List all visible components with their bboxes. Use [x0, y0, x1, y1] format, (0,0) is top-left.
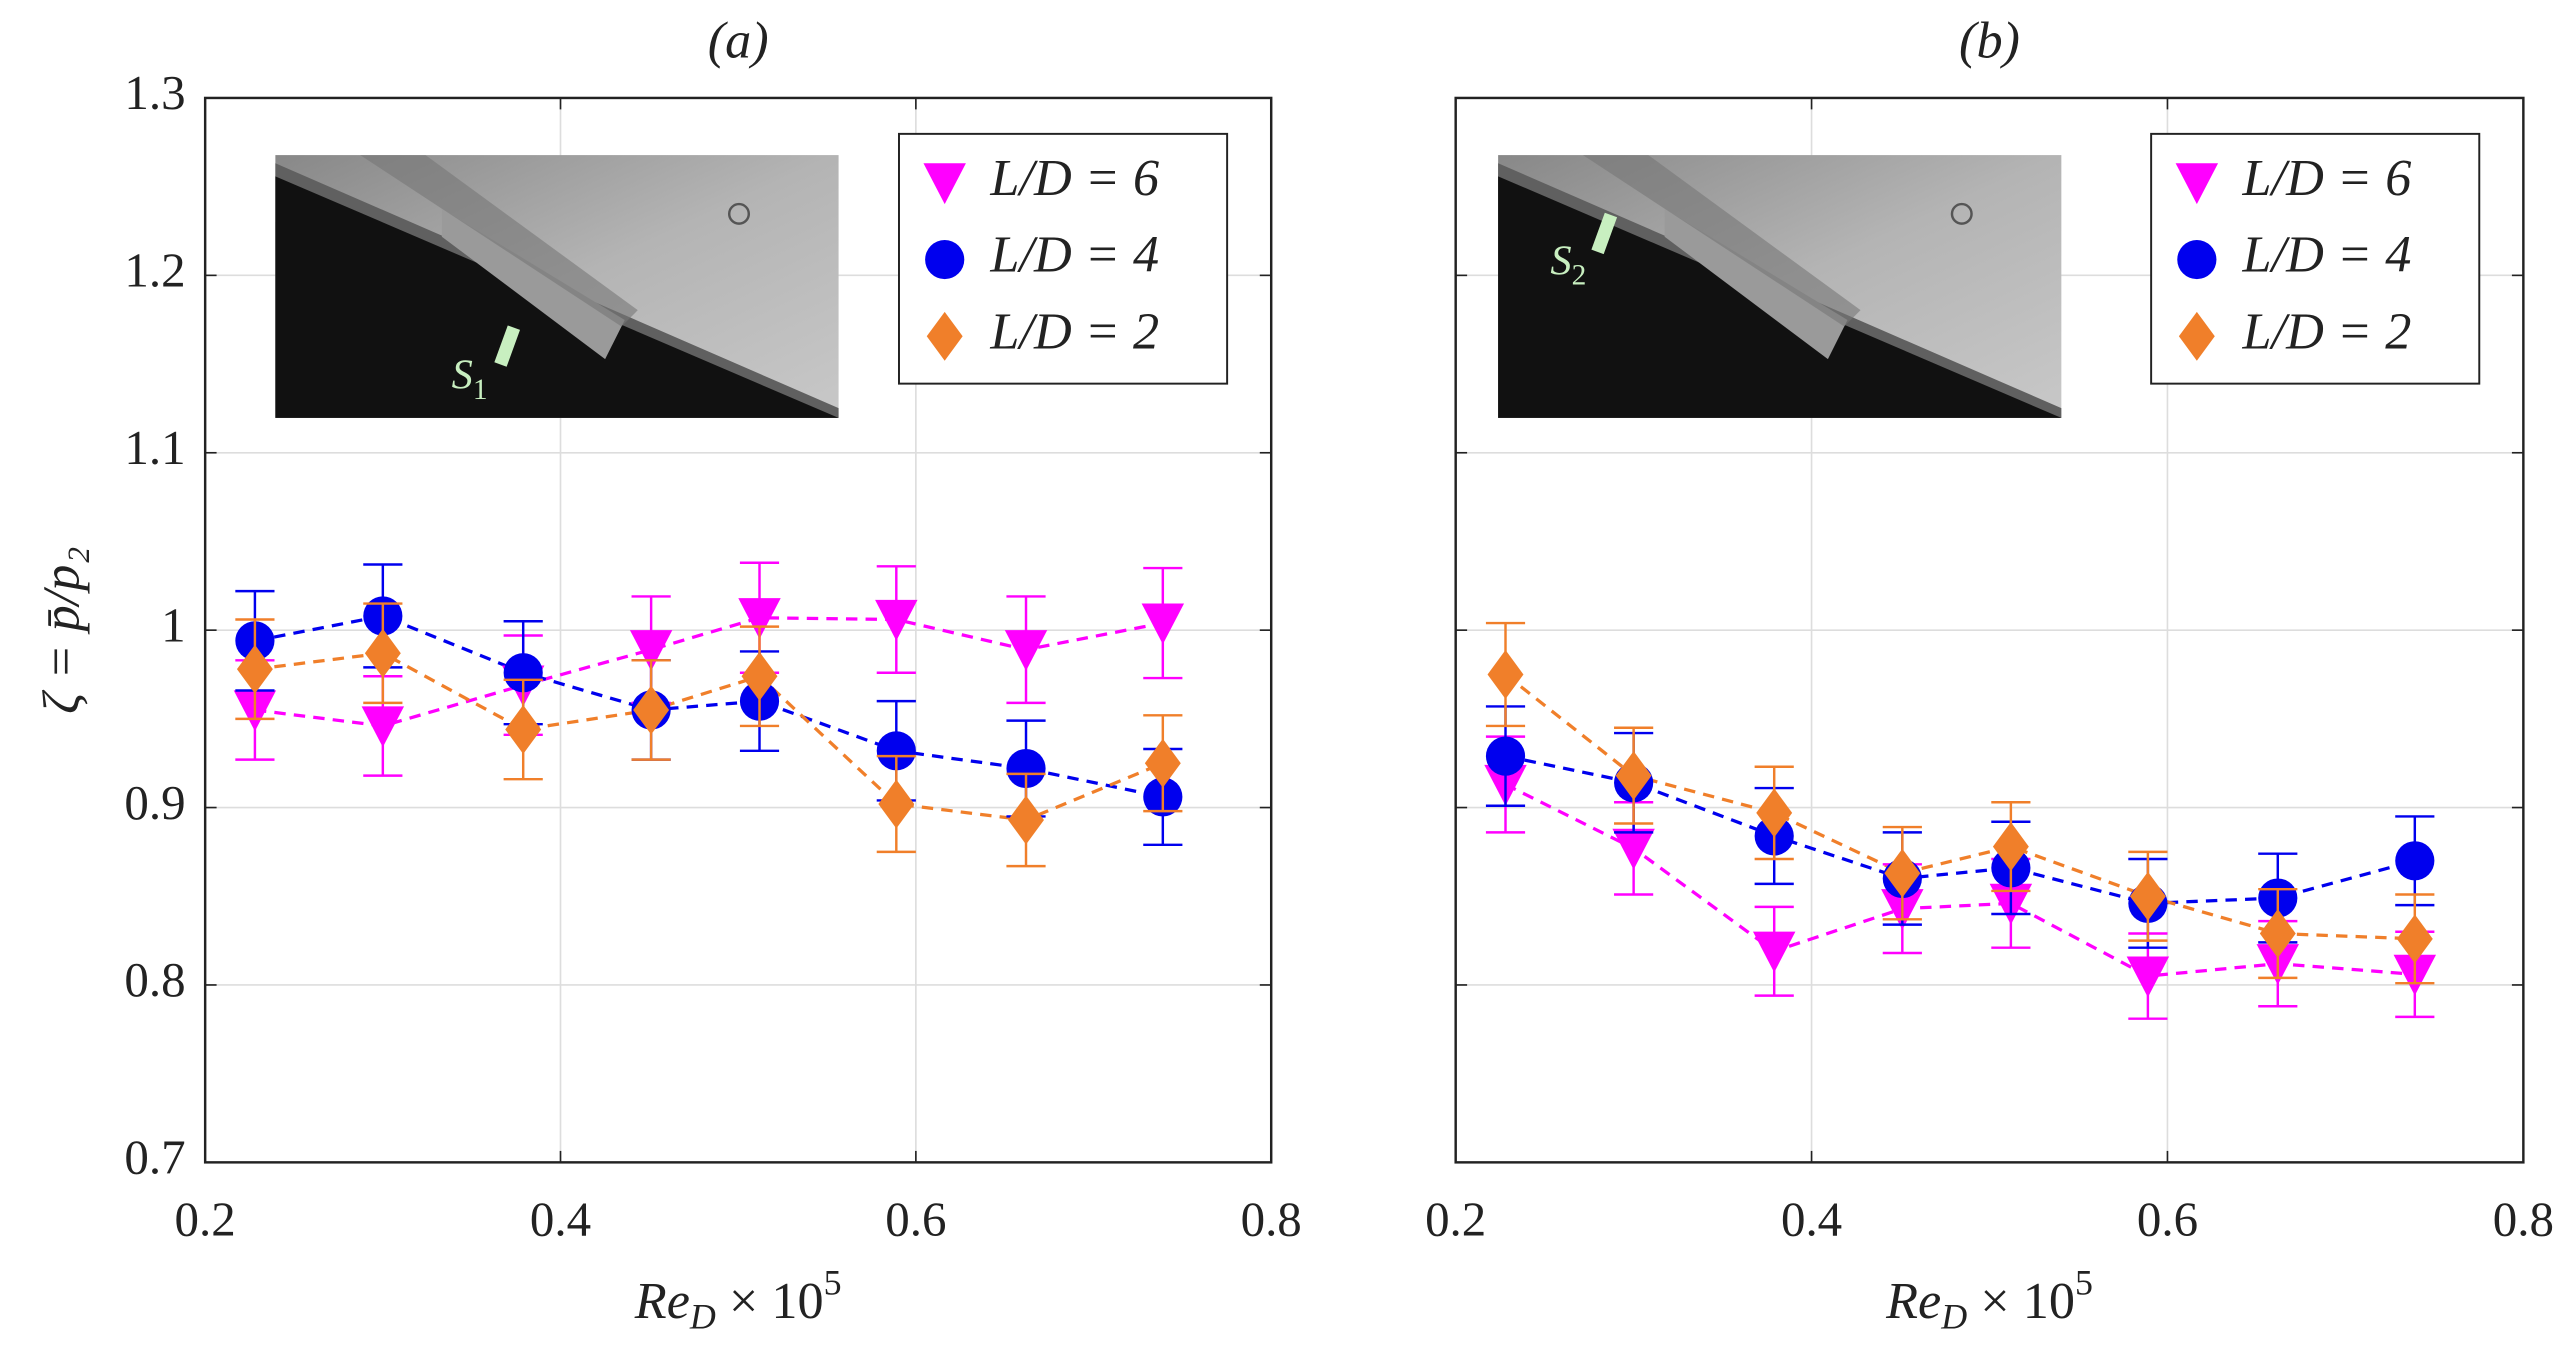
y-axis-label: ζ = p̄/p₂ [32, 546, 90, 713]
y-tick-label: 0.7 [124, 1130, 185, 1185]
legend-marker [2178, 311, 2215, 361]
chart-title: (a) [708, 12, 769, 70]
inset-label: S2 [1550, 237, 1586, 291]
x-axis-label-part: × 10 [1967, 1272, 2075, 1330]
marker [1008, 795, 1044, 845]
marker [2396, 914, 2433, 964]
legend-marker [925, 239, 965, 280]
inset-label: S1 [452, 351, 488, 405]
y-tick-label: 1 [161, 597, 185, 652]
marker [1992, 822, 2029, 872]
x-tick-label: 0.2 [1425, 1192, 1486, 1247]
y-tick-label: 0.9 [124, 775, 185, 830]
marker [1612, 828, 1655, 870]
x-tick-label: 0.8 [2493, 1192, 2554, 1247]
inset-label-text: S [452, 351, 473, 398]
marker [2395, 841, 2435, 881]
marker [1006, 748, 1046, 789]
marker [503, 653, 543, 693]
series-line [1504, 673, 2415, 941]
y-tick-label: 1.1 [124, 420, 185, 475]
legend-marker [2175, 163, 2219, 205]
x-tick-label: 0.8 [1241, 1192, 1302, 1247]
x-axis-label: ReD × 105 [1885, 1263, 2093, 1337]
marker [236, 644, 273, 694]
legend-label: L/D = 6 [2242, 149, 2412, 207]
marker [738, 598, 781, 639]
marker [1487, 650, 1524, 699]
marker [875, 599, 918, 641]
axes-box [203, 96, 1273, 1164]
legend-label: L/D = 4 [2242, 226, 2412, 284]
marker [2129, 871, 2166, 921]
inset-label-subscript: 2 [1572, 259, 1587, 291]
legend-label: L/D = 4 [989, 226, 1159, 284]
x-tick-label: 0.4 [530, 1192, 591, 1247]
series-line [254, 651, 1164, 822]
marker [2259, 909, 2296, 959]
legend-label: L/D = 6 [989, 149, 1159, 207]
x-axis-label-part: Re [1885, 1272, 1941, 1330]
x-axis-label-part: D [689, 1297, 716, 1337]
marker [364, 628, 401, 678]
marker [1004, 630, 1048, 671]
marker [876, 731, 916, 771]
x-axis-label-part: 5 [2075, 1263, 2093, 1303]
series-line [254, 616, 1164, 728]
series-line [1504, 783, 2415, 978]
inset-image [1498, 155, 2062, 418]
legend-marker [923, 163, 966, 205]
chart-title: (b) [1959, 12, 2020, 70]
marker [633, 685, 670, 735]
inset-label-subscript: 1 [473, 374, 488, 406]
axes-box [1454, 96, 2525, 1164]
inset-image [275, 155, 839, 418]
inset-label-text: S [1550, 237, 1571, 284]
x-axis-label-part: Re [634, 1272, 690, 1330]
x-tick-label: 0.2 [175, 1192, 236, 1247]
marker [1141, 603, 1185, 645]
marker [1884, 848, 1921, 898]
marker [1144, 738, 1181, 788]
plot: 0.2 0.4 0.6 0.8 0.7 0.8 0.9 1 1.1 1.2 1.3 [124, 65, 1301, 1246]
legend-marker [2177, 239, 2217, 280]
series-line [1505, 754, 2416, 905]
legend-label: L/D = 2 [2242, 302, 2412, 360]
x-tick-label: 0.4 [1781, 1192, 1842, 1247]
x-axis-label: ReD × 105 [634, 1263, 842, 1337]
marker [629, 630, 673, 671]
legend-marker [926, 311, 963, 361]
y-tick-label: 1.3 [124, 65, 185, 120]
y-tick-label: 0.8 [124, 952, 185, 1007]
marker [1752, 931, 1796, 973]
y-tick-label: 1.2 [124, 243, 185, 298]
marker [878, 779, 915, 829]
x-tick-label: 0.6 [2137, 1192, 2198, 1247]
marker [1756, 788, 1793, 838]
marker [2126, 956, 2170, 998]
marker [505, 705, 542, 754]
legend-label: L/D = 2 [989, 302, 1159, 360]
x-axis-label-part: × 10 [716, 1272, 824, 1330]
marker [361, 706, 405, 748]
marker [1485, 736, 1526, 776]
x-axis-label-part: 5 [824, 1263, 842, 1303]
x-axis-label-part: D [1940, 1297, 1967, 1337]
x-tick-label: 0.6 [885, 1192, 946, 1247]
